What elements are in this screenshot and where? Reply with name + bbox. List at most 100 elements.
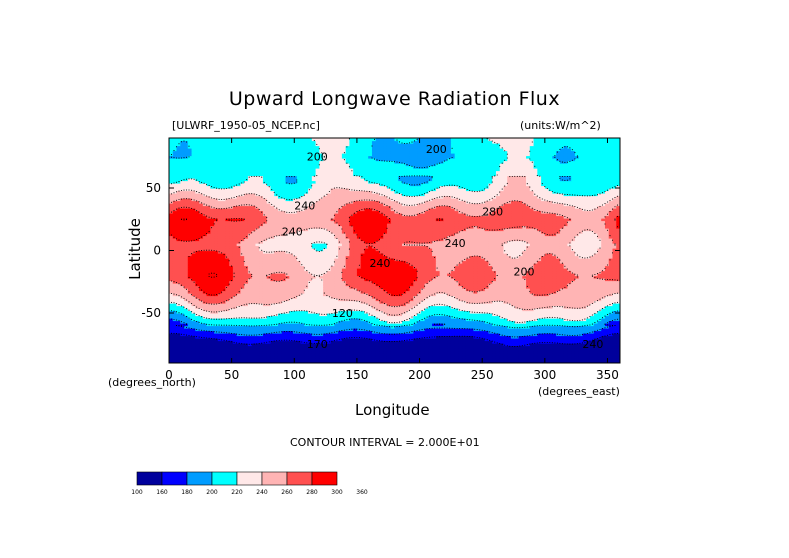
field-cell (353, 358, 358, 362)
field-cell (281, 323, 287, 327)
field-cell (326, 310, 332, 314)
field-cell (187, 343, 193, 347)
field-cell (285, 305, 290, 309)
field-cell (323, 343, 328, 347)
field-cell (488, 315, 493, 319)
field-cell (484, 335, 490, 339)
field-cell (323, 308, 328, 312)
field-cell (390, 355, 396, 359)
field-cell (405, 325, 411, 329)
field-cell (371, 350, 377, 354)
field-cell (274, 343, 279, 347)
field-cell (507, 343, 512, 347)
field-cell (413, 310, 418, 314)
field-cell (386, 345, 392, 349)
field-cell (259, 350, 264, 354)
field-cell (518, 325, 523, 329)
field-cell (488, 360, 493, 363)
field-cell (225, 313, 230, 317)
field-cell (195, 315, 200, 319)
field-cell (567, 343, 572, 347)
field-cell (364, 333, 369, 337)
field-cell (593, 308, 599, 312)
field-cell (334, 358, 339, 362)
field-cell (364, 318, 369, 322)
field-cell (420, 315, 426, 319)
field-cell (199, 323, 204, 327)
field-cell (356, 358, 362, 362)
field-cell (255, 315, 260, 319)
field-cell (563, 315, 568, 319)
field-cell (281, 350, 287, 354)
field-cell (586, 353, 591, 357)
field-cell (180, 328, 185, 332)
field-cell (293, 355, 298, 359)
field-cell (473, 320, 478, 324)
field-cell (225, 355, 230, 359)
field-cell (360, 328, 366, 332)
field-cell (277, 310, 283, 314)
field-cell (259, 343, 264, 347)
field-cell (172, 320, 178, 324)
field-cell (529, 315, 535, 319)
field-cell (413, 330, 418, 334)
field-cell (586, 343, 591, 347)
field-cell (214, 315, 219, 319)
field-cell (447, 348, 452, 352)
field-cell (413, 333, 418, 337)
field-cell (432, 315, 437, 319)
field-cell (202, 335, 208, 339)
field-cell (375, 323, 381, 327)
field-cell (567, 340, 572, 344)
field-cell (341, 340, 347, 344)
field-cell (277, 323, 283, 327)
field-cell (488, 338, 493, 342)
field-cell (616, 305, 620, 309)
field-cell (597, 343, 602, 347)
field-cell (578, 353, 584, 357)
field-cell (345, 308, 350, 312)
field-cell (574, 310, 580, 314)
field-cell (311, 338, 317, 342)
field-cell (604, 310, 610, 314)
field-cell (195, 345, 200, 349)
field-cell (195, 340, 200, 344)
field-cell (338, 345, 343, 349)
field-cell (526, 318, 531, 322)
field-cell (274, 360, 279, 363)
field-cell (338, 325, 343, 329)
field-cell (458, 345, 463, 349)
field-cell (424, 328, 429, 332)
field-cell (296, 303, 302, 307)
field-cell (304, 318, 309, 322)
field-cell (499, 313, 505, 317)
field-cell (428, 323, 433, 327)
field-cell (330, 315, 335, 319)
field-cell (533, 320, 538, 324)
field-cell (616, 335, 620, 339)
field-cell (597, 315, 602, 319)
field-cell (522, 315, 527, 319)
field-cell (518, 343, 523, 347)
field-cell (176, 310, 181, 314)
field-cell (191, 340, 196, 344)
field-cell (353, 338, 358, 342)
field-cell (469, 328, 475, 332)
field-cell (326, 328, 332, 332)
field-cell (541, 315, 546, 319)
field-cell (593, 328, 599, 332)
field-cell (465, 318, 471, 322)
field-cell (439, 335, 444, 339)
field-cell (443, 333, 448, 337)
field-cell (330, 360, 335, 363)
field-cell (574, 340, 580, 344)
field-cell (447, 345, 452, 349)
field-cell (526, 313, 531, 317)
field-cell (364, 353, 369, 357)
field-cell (507, 330, 512, 334)
field-cell (537, 348, 542, 352)
field-cell (214, 320, 219, 324)
field-cell (202, 345, 208, 349)
field-cell (169, 358, 174, 362)
field-cell (360, 358, 366, 362)
